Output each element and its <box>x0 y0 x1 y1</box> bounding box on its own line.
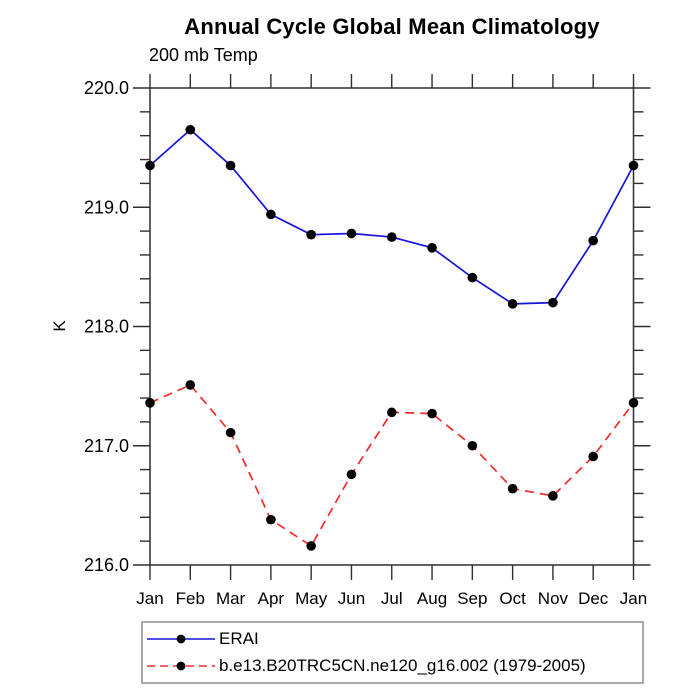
data-point-marker <box>225 427 236 438</box>
data-point-marker <box>386 407 397 418</box>
data-point-marker <box>145 160 155 171</box>
x-tick-label: Jun <box>338 589 365 608</box>
data-point-marker <box>628 398 639 408</box>
data-point-marker <box>386 232 397 242</box>
data-point-marker <box>185 380 196 390</box>
x-tick-label: Sep <box>457 589 487 608</box>
data-point-marker <box>548 491 558 501</box>
chart-subtitle: 200 mb Temp <box>149 45 258 65</box>
data-point-marker <box>266 209 276 220</box>
x-tick-label: Jul <box>381 589 403 608</box>
x-tick-label: Jan <box>620 589 647 608</box>
x-tick-label: Aug <box>417 589 447 608</box>
data-point-marker <box>306 229 316 240</box>
x-tick-label: Mar <box>216 589 246 608</box>
x-tick-label: Nov <box>538 589 569 608</box>
y-tick-label: 217.0 <box>84 436 129 456</box>
data-point-marker <box>346 228 357 239</box>
x-tick-label: Oct <box>499 589 526 608</box>
y-tick-label: 216.0 <box>84 555 129 575</box>
x-tick-label: Jan <box>136 589 163 608</box>
x-tick-label: Apr <box>258 589 285 608</box>
y-tick-label: 220.0 <box>84 78 129 98</box>
data-point-marker <box>467 272 478 283</box>
legend-row-erai: ERAI <box>146 627 642 652</box>
data-point-marker <box>467 440 478 451</box>
data-point-marker <box>185 124 196 135</box>
x-tick-label: May <box>295 589 328 608</box>
data-point-marker <box>628 160 639 171</box>
data-point-marker <box>548 297 558 308</box>
solid-line-marker-icon <box>147 634 215 644</box>
data-point-marker <box>266 514 276 525</box>
data-point-marker <box>507 483 518 494</box>
legend-row-model: b.e13.B20TRC5CN.ne120_g16.002 (1979-2005… <box>146 654 642 679</box>
data-point-marker <box>588 451 599 462</box>
data-point-marker <box>588 235 599 246</box>
data-point-marker <box>225 160 236 171</box>
plot-frame <box>149 87 635 566</box>
x-tick-label: Dec <box>578 589 609 608</box>
dashed-line-marker-icon <box>147 661 215 671</box>
data-point-marker <box>306 541 316 551</box>
y-tick-label: 219.0 <box>84 197 129 217</box>
legend-label-model: b.e13.B20TRC5CN.ne120_g16.002 (1979-2005… <box>219 656 586 675</box>
data-point-marker <box>346 469 357 480</box>
data-point-marker <box>427 242 437 253</box>
data-point-marker <box>145 398 155 408</box>
data-point-marker <box>507 299 518 309</box>
y-tick-label: 218.0 <box>84 317 129 337</box>
legend-label-erai: ERAI <box>219 629 259 648</box>
x-tick-label: Feb <box>176 589 205 608</box>
chart-title: Annual Cycle Global Mean Climatology <box>184 14 600 39</box>
data-point-marker <box>427 408 437 419</box>
series-erai-line <box>149 128 635 305</box>
legend: ERAI b.e13.B20TRC5CN.ne120_g16.002 (1979… <box>141 621 644 684</box>
